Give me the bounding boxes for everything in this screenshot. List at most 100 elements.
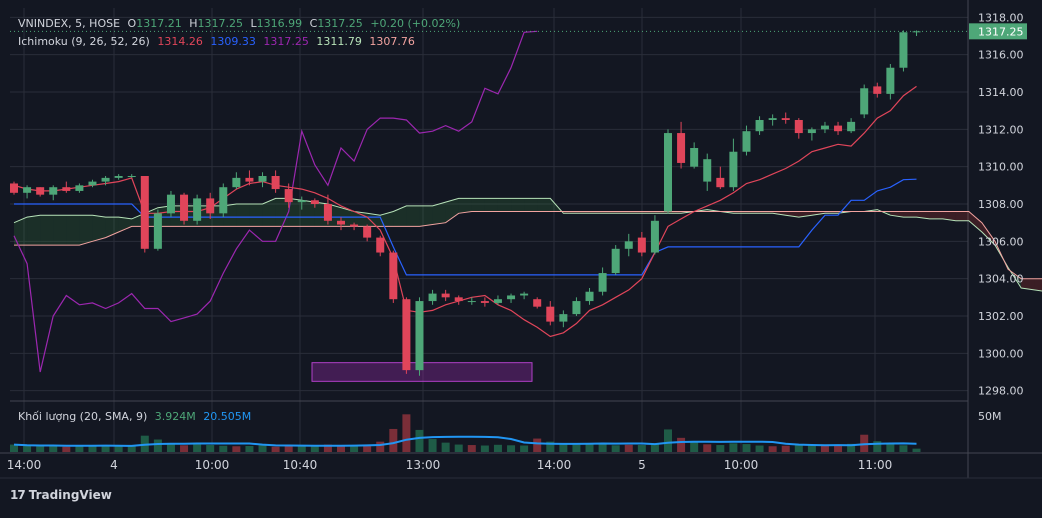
- volume-bar: [454, 444, 463, 452]
- volume-bar: [376, 441, 385, 452]
- candle-body: [232, 177, 241, 188]
- symbol-legend: VNINDEX, 5, HOSE O1317.21 H1317.25 L1316…: [18, 17, 464, 30]
- cloud-segment: [40, 215, 54, 246]
- volume-bar: [389, 428, 398, 452]
- candle-body: [637, 237, 646, 253]
- volume-bar: [873, 441, 882, 452]
- volume-bar: [794, 445, 803, 452]
- volume-bar: [127, 445, 136, 452]
- candle-body: [75, 185, 84, 191]
- volume-bar: [271, 446, 280, 452]
- last-price-badge: [969, 23, 1027, 40]
- cloud-segment: [275, 198, 289, 227]
- candle-body: [153, 213, 162, 249]
- volume-bar: [834, 444, 843, 452]
- volume-ma-line: [13, 435, 917, 447]
- candle-body: [716, 177, 725, 188]
- cloud-segment: [511, 198, 525, 212]
- candle-body: [546, 306, 555, 322]
- volume-bar: [572, 444, 581, 452]
- volume-bar: [624, 444, 633, 452]
- candle-body: [271, 176, 280, 190]
- candle-body: [781, 118, 790, 120]
- volume-bar: [297, 445, 306, 452]
- volume-bar: [768, 446, 777, 452]
- volume-bar: [807, 445, 816, 452]
- volume-bar: [428, 439, 437, 452]
- volume-bar: [533, 438, 542, 452]
- volume-bar: [180, 445, 189, 452]
- symbol-name[interactable]: VNINDEX, 5, HOSE: [18, 17, 121, 30]
- volume-bar: [258, 445, 267, 452]
- cloud-segment: [288, 198, 302, 227]
- candle-body: [415, 301, 424, 371]
- cloud-segment: [458, 198, 472, 214]
- volume-bar: [36, 446, 45, 452]
- volume-bar: [520, 445, 529, 452]
- cloud-segment: [236, 204, 250, 227]
- price-tick-label: 1298.00: [978, 385, 1024, 398]
- candle-body: [742, 131, 751, 152]
- candle-body: [873, 86, 882, 94]
- lagging-span-line: [13, 30, 538, 373]
- cloud-segment: [14, 217, 28, 246]
- candle-body: [350, 224, 359, 227]
- volume-bar: [611, 445, 620, 452]
- price-tick-label: 1314.00: [978, 86, 1024, 99]
- candle-body: [428, 293, 437, 302]
- time-tick-label: 11:00: [858, 458, 893, 472]
- cloud-segment: [1034, 278, 1042, 291]
- candle-body: [337, 220, 345, 225]
- volume-bar: [637, 445, 646, 452]
- close-value: C1317.25: [309, 17, 363, 30]
- volume-legend: Khối lượng (20, SMA, 9) 3.924M 20.505M: [18, 410, 255, 423]
- volume-label[interactable]: Khối lượng (20, SMA, 9): [18, 410, 148, 423]
- candle-body: [10, 183, 18, 193]
- volume-bar: [493, 444, 502, 452]
- volume-bar: [75, 446, 84, 452]
- volume-bar: [899, 445, 908, 452]
- cloud-segment: [105, 217, 119, 238]
- candle-body: [807, 129, 816, 134]
- volume-bar: [101, 445, 110, 452]
- ichimoku-label[interactable]: Ichimoku (9, 26, 52, 26): [18, 35, 150, 48]
- volume-bar: [62, 446, 71, 452]
- volume-bar: [507, 445, 516, 452]
- volume-bar: [310, 446, 319, 452]
- ichimoku-legend: Ichimoku (9, 26, 52, 26) 1314.26 1309.33…: [18, 35, 419, 48]
- volume-bar: [363, 444, 372, 452]
- candle-body: [402, 299, 411, 371]
- ichimoku-conversion-value: 1314.26: [157, 35, 203, 48]
- volume-bar: [114, 446, 123, 452]
- tradingview-logo[interactable]: 17 TradingView: [10, 488, 112, 502]
- change-value: +0.20 (+0.02%): [370, 17, 461, 30]
- volume-bar: [467, 445, 476, 452]
- volume-bar: [49, 445, 58, 452]
- cloud-segment: [53, 215, 67, 246]
- base-line: [14, 178, 917, 276]
- candle-body: [389, 252, 398, 300]
- volume-bar: [847, 443, 856, 452]
- candle-body: [127, 176, 136, 177]
- volume-bar: [323, 444, 332, 452]
- volume-bar: [886, 444, 895, 452]
- volume-bar: [598, 443, 607, 452]
- candle-body: [834, 125, 843, 132]
- candle-body: [101, 177, 110, 182]
- cloud-segment: [942, 211, 956, 221]
- volume-bar: [10, 444, 18, 452]
- volume-bar: [820, 446, 829, 452]
- cloud-segment: [537, 198, 551, 212]
- price-tick-label: 1302.00: [978, 310, 1024, 323]
- candle-body: [650, 220, 659, 253]
- candle-body: [88, 181, 97, 186]
- candle-body: [559, 314, 568, 322]
- low-value: L1316.99: [250, 17, 303, 30]
- candle-body: [611, 248, 620, 274]
- candle-body: [899, 32, 908, 68]
- volume-bar: [480, 445, 489, 452]
- volume-bar: [23, 445, 32, 452]
